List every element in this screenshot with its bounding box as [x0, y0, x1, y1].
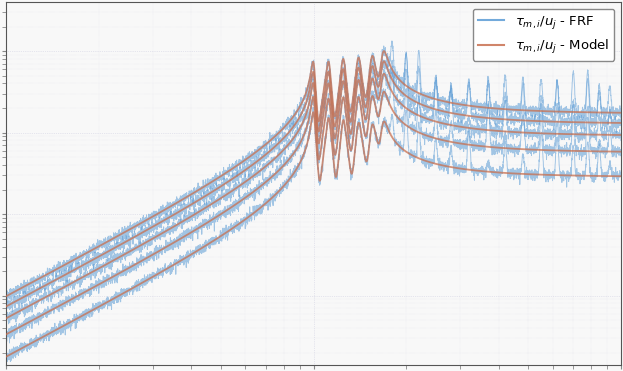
Legend: $\tau_{m,i}/u_j$ - FRF, $\tau_{m,i}/u_j$ - Model: $\tau_{m,i}/u_j$ - FRF, $\tau_{m,i}/u_j$… [472, 9, 614, 61]
